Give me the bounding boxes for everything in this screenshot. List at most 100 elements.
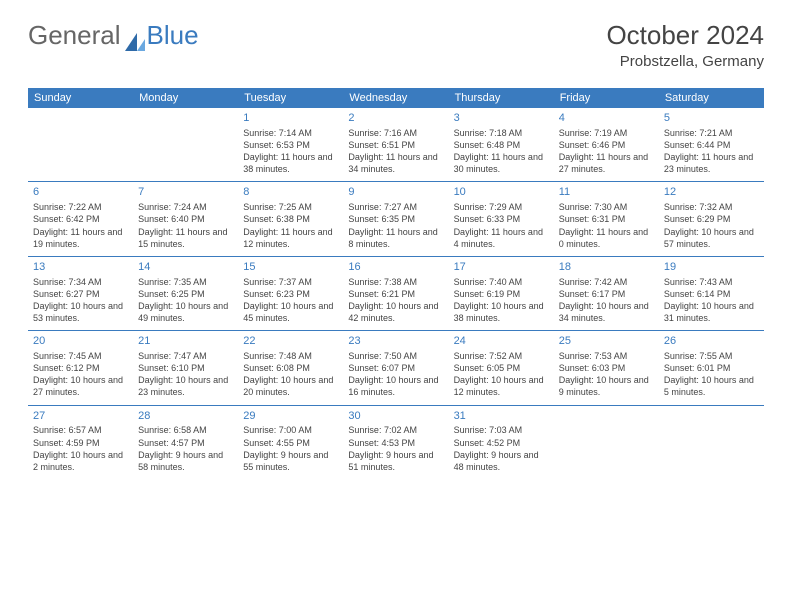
sunrise-line: Sunrise: 7:02 AM: [348, 424, 443, 436]
daylight-line: Daylight: 10 hours and 2 minutes.: [33, 449, 128, 473]
calendar-cell: 22Sunrise: 7:48 AMSunset: 6:08 PMDayligh…: [238, 331, 343, 405]
sunrise-line: Sunrise: 6:58 AM: [138, 424, 233, 436]
sunset-line: Sunset: 6:21 PM: [348, 288, 443, 300]
day-number: 10: [454, 185, 549, 200]
sunrise-line: Sunrise: 7:43 AM: [664, 276, 759, 288]
day-number: 28: [138, 409, 233, 424]
calendar-cell: 28Sunrise: 6:58 AMSunset: 4:57 PMDayligh…: [133, 405, 238, 479]
day-number: 29: [243, 409, 338, 424]
sunset-line: Sunset: 6:08 PM: [243, 362, 338, 374]
day-number: 26: [664, 334, 759, 349]
daylight-line: Daylight: 10 hours and 5 minutes.: [664, 374, 759, 398]
sunset-line: Sunset: 6:27 PM: [33, 288, 128, 300]
calendar-cell: 10Sunrise: 7:29 AMSunset: 6:33 PMDayligh…: [449, 182, 554, 256]
header: General Blue October 2024 Probstzella, G…: [28, 20, 764, 70]
day-number: 9: [348, 185, 443, 200]
calendar-row: 20Sunrise: 7:45 AMSunset: 6:12 PMDayligh…: [28, 331, 764, 405]
daylight-line: Daylight: 11 hours and 34 minutes.: [348, 151, 443, 175]
calendar-cell: 31Sunrise: 7:03 AMSunset: 4:52 PMDayligh…: [449, 405, 554, 479]
calendar-cell: 11Sunrise: 7:30 AMSunset: 6:31 PMDayligh…: [554, 182, 659, 256]
day-number: 13: [33, 260, 128, 275]
calendar-cell: 3Sunrise: 7:18 AMSunset: 6:48 PMDaylight…: [449, 108, 554, 182]
sunrise-line: Sunrise: 7:29 AM: [454, 201, 549, 213]
daylight-line: Daylight: 11 hours and 27 minutes.: [559, 151, 654, 175]
day-number: 23: [348, 334, 443, 349]
calendar-cell: 18Sunrise: 7:42 AMSunset: 6:17 PMDayligh…: [554, 256, 659, 330]
sunset-line: Sunset: 6:12 PM: [33, 362, 128, 374]
calendar-cell: 30Sunrise: 7:02 AMSunset: 4:53 PMDayligh…: [343, 405, 448, 479]
daylight-line: Daylight: 10 hours and 42 minutes.: [348, 300, 443, 324]
daylight-line: Daylight: 10 hours and 23 minutes.: [138, 374, 233, 398]
sunset-line: Sunset: 6:35 PM: [348, 213, 443, 225]
sunrise-line: Sunrise: 7:16 AM: [348, 127, 443, 139]
daylight-line: Daylight: 11 hours and 0 minutes.: [559, 226, 654, 250]
sunrise-line: Sunrise: 7:47 AM: [138, 350, 233, 362]
day-number: 7: [138, 185, 233, 200]
calendar-row: 13Sunrise: 7:34 AMSunset: 6:27 PM Dayligh…: [28, 256, 764, 330]
sunrise-line: Sunrise: 7:48 AM: [243, 350, 338, 362]
sunset-line: Sunset: 6:46 PM: [559, 139, 654, 151]
calendar-cell-empty: [659, 405, 764, 479]
day-number: 30: [348, 409, 443, 424]
day-number: 31: [454, 409, 549, 424]
daylight-line: Daylight: 11 hours and 12 minutes.: [243, 226, 338, 250]
sunset-line: Sunset: 6:23 PM: [243, 288, 338, 300]
weekday-header: Thursday: [449, 88, 554, 108]
sunrise-line: Sunrise: 7:14 AM: [243, 127, 338, 139]
daylight-line: Daylight: 9 hours and 51 minutes.: [348, 449, 443, 473]
day-number: 11: [559, 185, 654, 200]
sunset-line: Sunset: 4:53 PM: [348, 437, 443, 449]
sunrise-line: Sunrise: 7:52 AM: [454, 350, 549, 362]
calendar-cell: 13Sunrise: 7:34 AMSunset: 6:27 PMDayligh…: [28, 256, 133, 330]
sunrise-line: Sunrise: 7:19 AM: [559, 127, 654, 139]
sunset-line: Sunset: 6:44 PM: [664, 139, 759, 151]
calendar-cell: 2Sunrise: 7:16 AMSunset: 6:51 PMDaylight…: [343, 108, 448, 182]
calendar-cell-empty: [554, 405, 659, 479]
sunset-line: Sunset: 6:07 PM: [348, 362, 443, 374]
calendar-cell: 24Sunrise: 7:52 AMSunset: 6:05 PMDayligh…: [449, 331, 554, 405]
weekday-header: Sunday: [28, 88, 133, 108]
daylight-line: Daylight: 11 hours and 8 minutes.: [348, 226, 443, 250]
calendar-cell: 21Sunrise: 7:47 AMSunset: 6:10 PMDayligh…: [133, 331, 238, 405]
day-number: 8: [243, 185, 338, 200]
day-number: 14: [138, 260, 233, 275]
month-title: October 2024: [606, 20, 764, 51]
day-number: 19: [664, 260, 759, 275]
daylight-line: Daylight: 11 hours and 19 minutes.: [33, 226, 128, 250]
daylight-line: Daylight: 11 hours and 30 minutes.: [454, 151, 549, 175]
daylight-line: Daylight: 10 hours and 9 minutes.: [559, 374, 654, 398]
calendar-cell: 7Sunrise: 7:24 AMSunset: 6:40 PMDaylight…: [133, 182, 238, 256]
sunrise-line: Sunrise: 7:55 AM: [664, 350, 759, 362]
sunset-line: Sunset: 6:25 PM: [138, 288, 233, 300]
sunrise-line: Sunrise: 6:57 AM: [33, 424, 128, 436]
calendar-cell: 15Sunrise: 7:37 AMSunset: 6:23 PMDayligh…: [238, 256, 343, 330]
weekday-header: Friday: [554, 88, 659, 108]
sunrise-line: Sunrise: 7:25 AM: [243, 201, 338, 213]
daylight-line: Daylight: 9 hours and 55 minutes.: [243, 449, 338, 473]
sunrise-line: Sunrise: 7:34 AM: [33, 276, 128, 288]
day-number: 20: [33, 334, 128, 349]
sunset-line: Sunset: 6:40 PM: [138, 213, 233, 225]
sunset-line: Sunset: 4:55 PM: [243, 437, 338, 449]
daylight-line: Daylight: 10 hours and 20 minutes.: [243, 374, 338, 398]
sunset-line: Sunset: 6:17 PM: [559, 288, 654, 300]
day-number: 4: [559, 111, 654, 126]
day-number: 18: [559, 260, 654, 275]
sunrise-line: Sunrise: 7:42 AM: [559, 276, 654, 288]
daylight-line: Daylight: 11 hours and 23 minutes.: [664, 151, 759, 175]
logo-text-general: General: [28, 20, 121, 51]
daylight-line: Daylight: 11 hours and 38 minutes.: [243, 151, 338, 175]
calendar-cell: 5Sunrise: 7:21 AMSunset: 6:44 PMDaylight…: [659, 108, 764, 182]
calendar-cell: 19Sunrise: 7:43 AMSunset: 6:14 PMDayligh…: [659, 256, 764, 330]
sunrise-line: Sunrise: 7:45 AM: [33, 350, 128, 362]
sunrise-line: Sunrise: 7:30 AM: [559, 201, 654, 213]
weekday-header: Saturday: [659, 88, 764, 108]
sunrise-line: Sunrise: 7:50 AM: [348, 350, 443, 362]
sunset-line: Sunset: 6:03 PM: [559, 362, 654, 374]
day-number: 24: [454, 334, 549, 349]
sunset-line: Sunset: 6:48 PM: [454, 139, 549, 151]
daylight-line: Daylight: 10 hours and 16 minutes.: [348, 374, 443, 398]
daylight-line: Daylight: 10 hours and 27 minutes.: [33, 374, 128, 398]
calendar-cell: 16Sunrise: 7:38 AMSunset: 6:21 PMDayligh…: [343, 256, 448, 330]
calendar-cell: 26Sunrise: 7:55 AMSunset: 6:01 PMDayligh…: [659, 331, 764, 405]
